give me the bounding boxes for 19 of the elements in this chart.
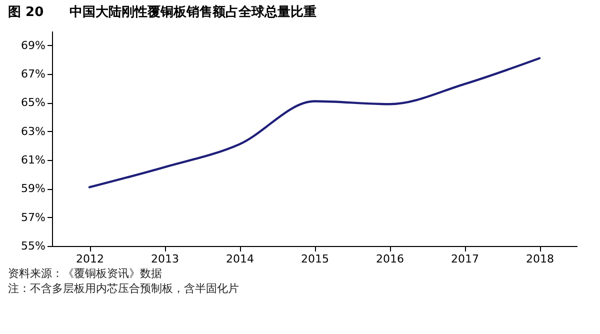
y-tick-label: 69%	[21, 38, 46, 52]
y-tick-label: 67%	[21, 68, 46, 80]
y-tick-label: 65%	[21, 96, 46, 110]
y-tick-label: 57%	[21, 210, 46, 224]
y-tick-label: 63%	[21, 124, 46, 138]
x-tick-label: 2014	[226, 252, 254, 266]
y-tick-label: 59%	[21, 182, 46, 196]
x-tick-label: 2015	[301, 252, 329, 266]
x-tick-label: 2012	[76, 252, 104, 266]
line-series	[88, 57, 541, 188]
y-tick-label: 55%	[21, 240, 46, 252]
x-tick-label: 2013	[151, 252, 179, 266]
chart-title: 图 20 中国大陆刚性覆铜板销售额占全球总量比重	[8, 4, 317, 20]
y-tick-label: 61%	[21, 154, 46, 166]
text: 注：不含多层板用内芯压合预制板，含半固化片	[7, 281, 240, 296]
text: 资料来源：《覆铜板资讯》数据	[7, 266, 163, 281]
x-tick-label: 2016	[376, 252, 404, 266]
x-tick-label: 2017	[451, 252, 479, 266]
x-tick-label: 2018	[526, 252, 554, 266]
